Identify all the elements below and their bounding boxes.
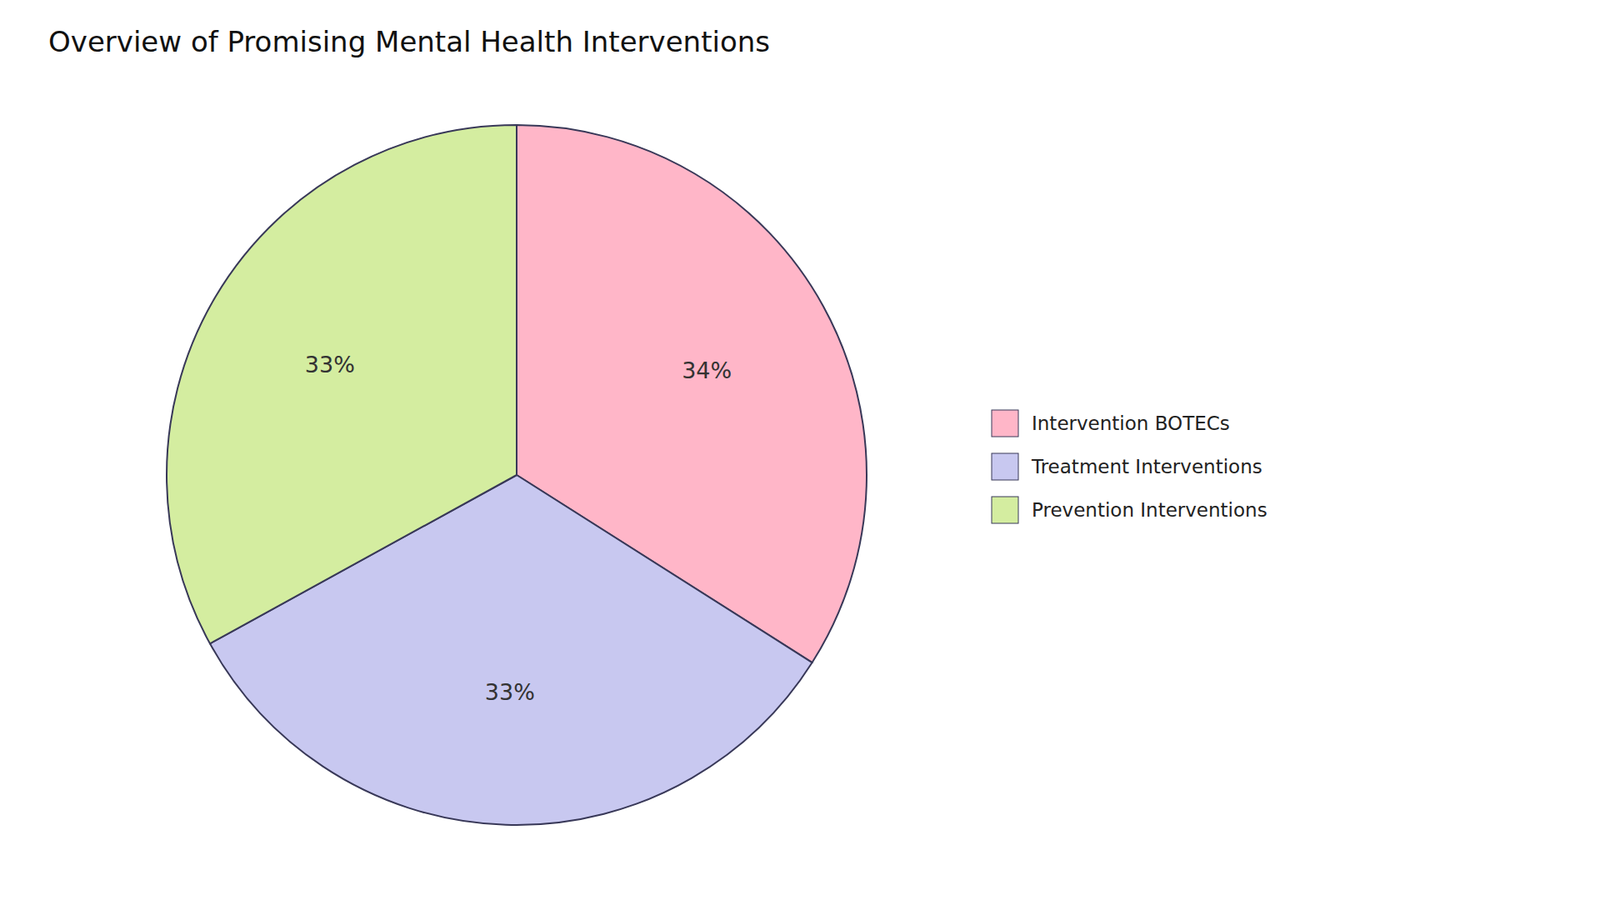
chart-container: Overview of Promising Mental Health Inte… bbox=[0, 0, 1600, 900]
data-label: 34% bbox=[681, 357, 732, 384]
legend-entry: Treatment Interventions bbox=[1030, 455, 1263, 478]
title: Overview of Promising Mental Health Inte… bbox=[48, 25, 770, 59]
legend-swatch bbox=[991, 496, 1019, 524]
chart: Overview of Promising Mental Health Inte… bbox=[0, 0, 1600, 900]
legend-swatch bbox=[991, 410, 1019, 437]
legend-swatch bbox=[991, 453, 1019, 480]
data-label: 33% bbox=[305, 351, 355, 378]
data-labels: 34% 33% 33% bbox=[305, 351, 732, 705]
legend-entry: Intervention BOTECs bbox=[1031, 412, 1230, 435]
pie-slice bbox=[166, 125, 517, 644]
legend: Intervention BOTECs Treatment Interventio… bbox=[991, 410, 1268, 524]
background bbox=[0, 0, 1600, 900]
data-label: 33% bbox=[485, 679, 535, 705]
pie bbox=[166, 125, 867, 825]
legend-entry: Prevention Interventions bbox=[1031, 499, 1268, 521]
